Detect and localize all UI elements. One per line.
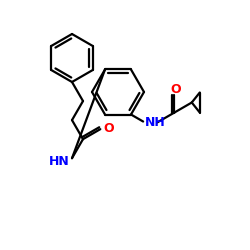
Text: NH: NH [145, 116, 166, 129]
Text: HN: HN [48, 155, 70, 168]
Text: O: O [170, 83, 181, 96]
Text: O: O [103, 122, 114, 135]
